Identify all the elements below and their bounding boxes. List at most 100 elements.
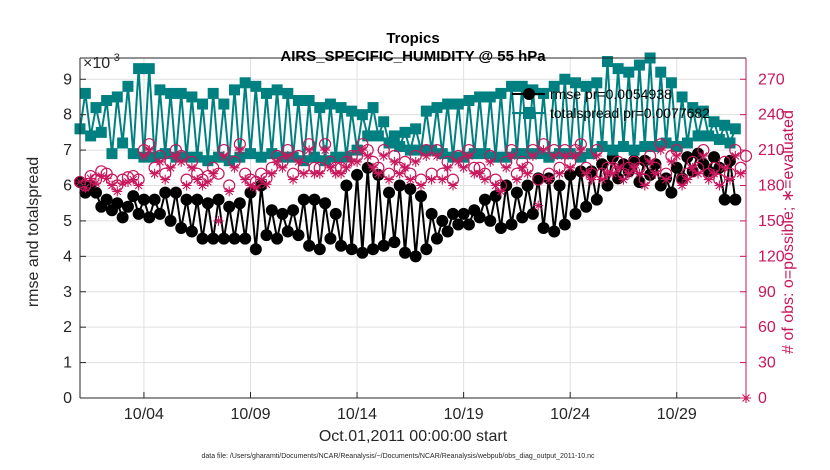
data-point-evaluated	[730, 151, 741, 161]
data-point-totalspread	[442, 98, 454, 110]
data-point-rmse	[180, 193, 193, 206]
data-point-evaluated	[389, 156, 400, 167]
data-point-evaluated	[400, 162, 410, 173]
data-point-evaluated	[304, 145, 315, 156]
data-point-totalspread	[452, 98, 464, 110]
data-point-totalspread	[506, 80, 518, 92]
data-point-totalspread	[713, 133, 725, 145]
data-point-totalspread	[213, 151, 225, 163]
data-point-rmse	[271, 232, 284, 245]
data-point-evaluated	[107, 180, 117, 191]
data-point-evaluated	[666, 156, 677, 167]
data-point-rmse	[100, 193, 113, 206]
data-point-totalspread	[522, 148, 534, 160]
data-point-evaluated	[261, 179, 272, 190]
data-point-totalspread	[106, 148, 118, 160]
data-point-rmse	[308, 193, 321, 206]
data-point-rmse	[409, 250, 422, 263]
data-point-totalspread	[623, 66, 635, 78]
data-point-evaluated	[293, 156, 304, 167]
data-point-rmse	[553, 179, 566, 192]
x-tick-label: 10/04	[124, 406, 164, 423]
data-point-evaluated	[543, 174, 554, 185]
data-point-evaluated	[240, 174, 251, 185]
y-tick-label-left: 3	[63, 284, 72, 301]
data-point-evaluated	[623, 168, 634, 179]
data-point-totalspread	[239, 77, 251, 89]
data-point-rmse	[441, 225, 454, 238]
data-point-evaluated	[144, 145, 155, 156]
data-point-evaluated	[581, 168, 592, 179]
y-tick-label-right: 30	[758, 355, 776, 372]
data-point-evaluated	[245, 180, 256, 191]
data-point-rmse	[526, 207, 539, 220]
data-point-totalspread	[186, 91, 198, 103]
data-point-evaluated	[655, 145, 666, 156]
data-point-evaluated	[570, 151, 581, 161]
data-point-evaluated	[170, 151, 181, 161]
data-point-totalspread	[330, 151, 342, 163]
data-point-evaluated	[138, 151, 149, 161]
data-point-totalspread	[596, 141, 608, 153]
data-point-evaluated	[549, 151, 560, 161]
data-point-rmse	[319, 197, 332, 210]
data-point-rmse	[414, 190, 427, 203]
data-point-totalspread	[431, 102, 443, 114]
legend: rmse pr=0.0054938 totalspread pr=0.00776…	[512, 86, 710, 121]
data-point-rmse	[212, 193, 225, 206]
data-point-evaluated	[682, 174, 693, 185]
data-point-evaluated	[538, 145, 549, 156]
data-point-totalspread	[436, 148, 448, 160]
data-point-evaluated	[117, 178, 128, 189]
data-point-evaluated	[85, 173, 96, 184]
data-point-totalspread	[143, 63, 155, 75]
x-axis-label: Oct.01,2011 00:00:00 start	[319, 428, 508, 445]
chart-subtitle: AIRS_SPECIFIC_HUMIDITY @ 55 hPa	[280, 48, 546, 65]
data-point-evaluated	[410, 156, 421, 167]
data-point-totalspread	[607, 144, 619, 156]
data-point-evaluated	[352, 156, 363, 167]
data-point-evaluated	[485, 156, 496, 167]
data-point-totalspread	[218, 98, 230, 110]
y-tick-label-right: 240	[758, 107, 785, 124]
data-point-possible	[532, 173, 545, 186]
data-point-rmse	[249, 243, 262, 256]
data-point-totalspread	[335, 102, 347, 114]
data-point-evaluated	[527, 151, 538, 161]
x-tick-label: 10/29	[657, 406, 697, 423]
data-point-evaluated	[384, 174, 394, 185]
data-point-totalspread	[202, 155, 214, 167]
data-point-evaluated	[341, 162, 352, 173]
data-point-evaluated	[149, 168, 160, 179]
data-point-totalspread	[410, 123, 422, 135]
data-point-evaluated	[602, 168, 613, 179]
data-point-rmse	[340, 179, 353, 192]
data-point-evaluated	[405, 174, 416, 185]
data-point-totalspread	[356, 109, 368, 121]
data-point-rmse	[702, 165, 715, 178]
y-tick-label-right: 90	[758, 284, 776, 301]
y-tick-label-left: 0	[63, 390, 72, 407]
y-tick-label-left: 5	[63, 213, 72, 230]
data-point-rmse	[175, 222, 188, 234]
data-point-evaluated	[357, 145, 368, 156]
y-tick-label-right: 120	[758, 248, 785, 265]
data-point-rmse	[265, 204, 278, 217]
data-point-rmse	[521, 179, 534, 192]
data-point-evaluated	[469, 168, 480, 179]
y-tick-label-right: 270	[758, 71, 785, 88]
data-point-totalspread	[729, 123, 741, 135]
data-point-totalspread	[127, 148, 139, 160]
y-tick-label-right: 180	[758, 178, 785, 195]
data-point-evaluated	[725, 174, 735, 185]
data-point-evaluated	[133, 180, 144, 191]
data-point-evaluated	[650, 168, 661, 179]
data-point-evaluated	[336, 168, 347, 179]
data-point-totalspread	[282, 87, 294, 99]
data-point-rmse	[324, 232, 337, 245]
data-point-evaluated	[533, 200, 544, 211]
data-point-rmse	[404, 183, 417, 196]
data-point-evaluated	[613, 162, 624, 173]
legend-rmse-label: rmse pr=0.0054938	[550, 86, 672, 102]
